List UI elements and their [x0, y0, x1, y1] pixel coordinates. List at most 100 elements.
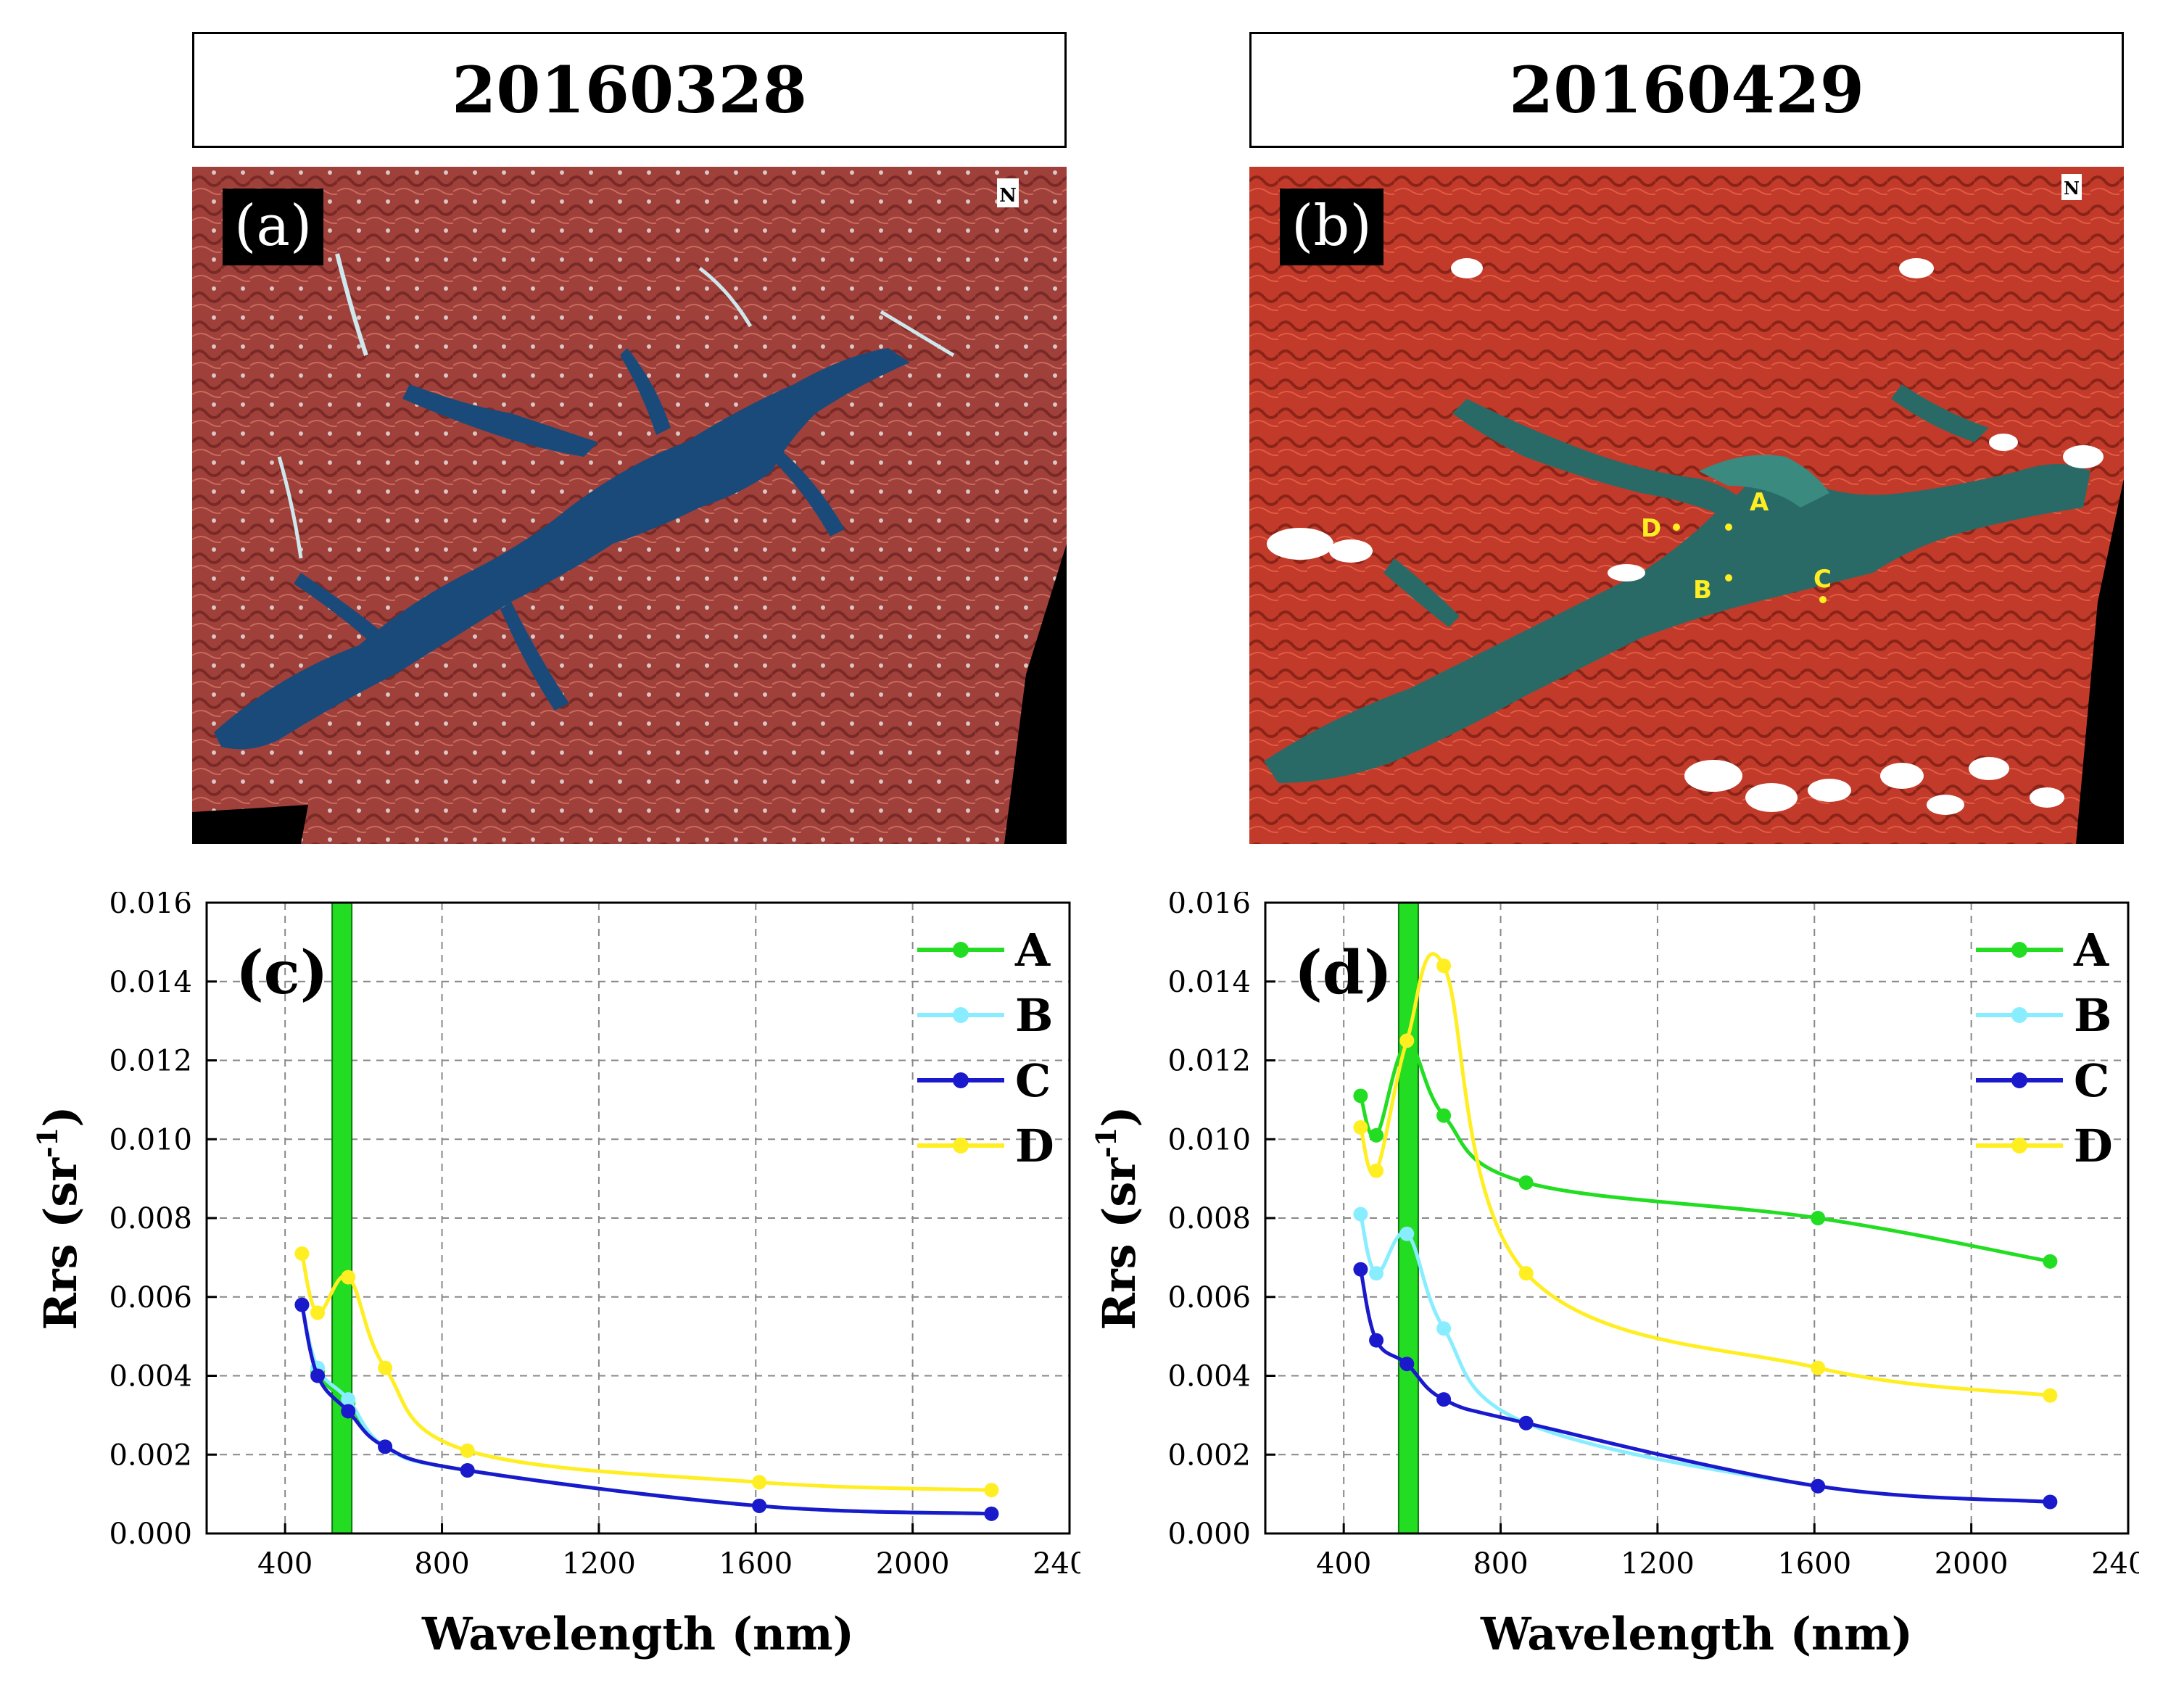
- y-tick-label: 0.012: [109, 1045, 192, 1078]
- x-tick-label: 800: [1473, 1547, 1528, 1581]
- date-header-b: 20160429: [1249, 32, 2124, 148]
- x-tick-label: 1600: [1777, 1547, 1851, 1581]
- data-point-a: [2043, 1254, 2058, 1269]
- data-point-b: [341, 1392, 356, 1407]
- data-point-c: [1353, 1262, 1368, 1277]
- data-point-b: [1436, 1321, 1452, 1336]
- date-header-a: 20160328: [192, 32, 1067, 148]
- chart-panel-label: (d): [1294, 938, 1392, 1008]
- y-tick-label: 0.002: [1167, 1438, 1251, 1472]
- satellite-map-b: A B C D N (b): [1249, 167, 2124, 844]
- x-tick-label: 1600: [719, 1547, 793, 1581]
- x-tick-label: 400: [257, 1547, 313, 1581]
- x-tick-label: 1200: [562, 1547, 636, 1581]
- y-tick-label: 0.002: [109, 1438, 192, 1472]
- y-tick-label: 0.004: [1167, 1360, 1251, 1394]
- y-tick-label: 0.010: [109, 1123, 192, 1156]
- legend-marker-d: [953, 1138, 969, 1154]
- x-axis-label: Wavelength (nm): [421, 1607, 854, 1660]
- y-tick-label: 0.014: [1167, 966, 1251, 999]
- data-point-c: [984, 1506, 999, 1521]
- data-point-d: [1353, 1119, 1368, 1135]
- reservoir-water-b: [1264, 464, 2090, 783]
- data-point-c: [752, 1498, 767, 1513]
- legend-label-b: B: [1015, 989, 1053, 1042]
- data-point-c: [1399, 1357, 1415, 1372]
- series-line-d: [300, 1253, 992, 1492]
- point-c-dot: [1819, 596, 1827, 603]
- x-tick-label: 2000: [876, 1547, 950, 1581]
- data-point-c: [294, 1297, 310, 1312]
- legend-marker-a: [953, 942, 969, 958]
- point-d-label: D: [1641, 514, 1661, 543]
- y-axis-label: Rrs (sr-1): [1090, 1106, 1146, 1330]
- point-b-label: B: [1693, 576, 1712, 605]
- reservoir-water-a: [214, 348, 910, 750]
- legend-label-c: C: [1015, 1054, 1051, 1107]
- data-point-c: [1436, 1392, 1452, 1407]
- data-point-d: [341, 1270, 356, 1285]
- data-point-c: [2043, 1494, 2058, 1510]
- legend-marker-c: [953, 1072, 969, 1088]
- y-tick-label: 0.016: [1167, 892, 1251, 920]
- legend-marker-d: [2011, 1138, 2027, 1154]
- data-point-a: [1369, 1127, 1384, 1143]
- legend-label-d: D: [2074, 1119, 2113, 1172]
- point-a-label: A: [1750, 488, 1769, 517]
- data-point-b: [1353, 1206, 1368, 1222]
- data-point-a: [1518, 1175, 1534, 1191]
- y-tick-label: 0.016: [109, 892, 192, 920]
- data-point-a: [1811, 1211, 1826, 1225]
- data-point-c: [310, 1368, 326, 1383]
- point-d-dot: [1673, 523, 1680, 531]
- y-tick-label: 0.008: [1167, 1202, 1251, 1235]
- map-b-image: A B C D N: [1249, 167, 2124, 844]
- y-tick-label: 0.006: [109, 1281, 192, 1315]
- map-label-b: (b): [1280, 189, 1383, 265]
- data-point-d: [1399, 1033, 1415, 1048]
- x-tick-label: 800: [414, 1547, 469, 1581]
- legend-marker-b: [2011, 1007, 2027, 1023]
- date-text-a: 20160328: [452, 52, 807, 128]
- y-tick-label: 0.010: [1167, 1123, 1251, 1156]
- y-tick-label: 0.008: [109, 1202, 192, 1235]
- data-point-c: [1518, 1415, 1534, 1431]
- x-axis-label: Wavelength (nm): [1480, 1607, 1913, 1660]
- legend-marker-a: [2011, 942, 2027, 958]
- legend-label-b: B: [2074, 989, 2111, 1042]
- data-point-c: [341, 1404, 356, 1419]
- y-tick-label: 0.006: [1167, 1281, 1251, 1315]
- data-point-a: [1436, 1108, 1452, 1123]
- legend-marker-c: [2011, 1072, 2027, 1088]
- chart-panel-label: (c): [236, 938, 328, 1008]
- satellite-map-a: N (a): [192, 167, 1067, 844]
- data-point-b: [1399, 1226, 1415, 1241]
- point-a-dot: [1725, 523, 1732, 531]
- north-marker-b: N: [2064, 178, 2080, 199]
- y-axis-label: Rrs (sr-1): [31, 1106, 87, 1330]
- data-point-c: [1369, 1333, 1384, 1348]
- legend-label-d: D: [1015, 1119, 1054, 1172]
- x-tick-label: 400: [1316, 1547, 1371, 1581]
- map-a-image: N: [192, 167, 1067, 844]
- data-point-a: [1353, 1088, 1368, 1104]
- x-tick-label: 2000: [1935, 1547, 2009, 1581]
- date-text-b: 20160429: [1509, 52, 1864, 128]
- data-point-c: [460, 1463, 475, 1478]
- data-point-d: [1811, 1360, 1826, 1375]
- data-point-d: [984, 1483, 999, 1498]
- green-band-highlight: [331, 902, 353, 1534]
- x-tick-label: 1200: [1621, 1547, 1695, 1581]
- legend-label-a: A: [2073, 924, 2109, 977]
- data-point-d: [460, 1443, 475, 1458]
- data-point-d: [1369, 1163, 1384, 1178]
- y-tick-label: 0.014: [109, 966, 192, 999]
- series-line-d: [1359, 952, 2051, 1398]
- data-point-d: [294, 1246, 310, 1261]
- data-point-d: [378, 1360, 393, 1375]
- sample-points: A B C D: [1641, 488, 1832, 605]
